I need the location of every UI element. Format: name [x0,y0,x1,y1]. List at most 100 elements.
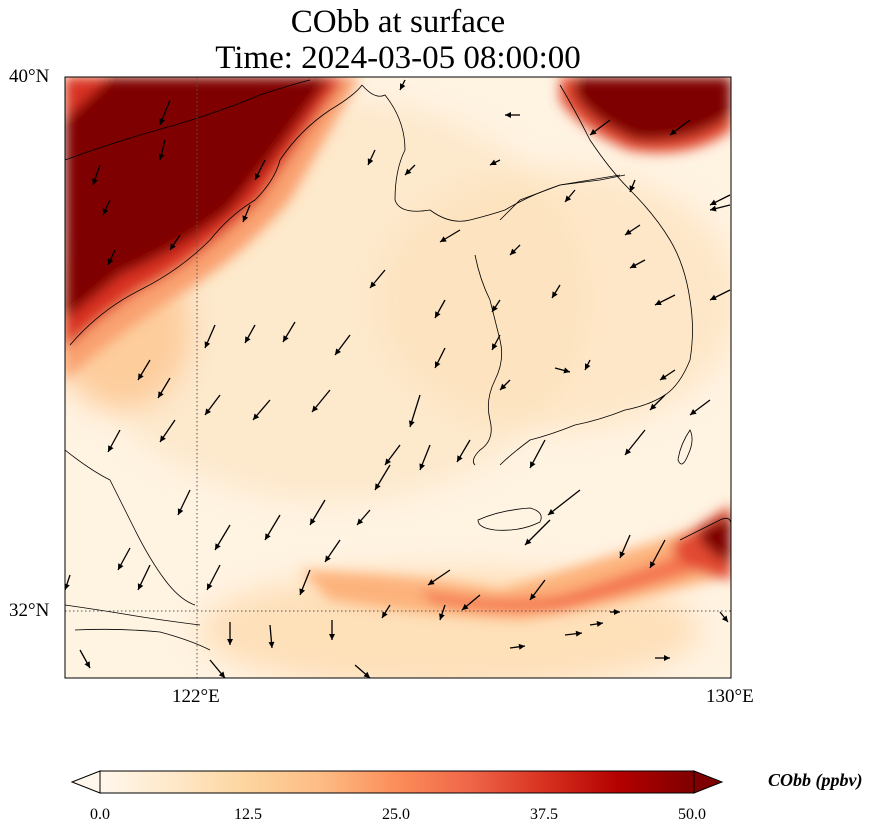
wind-arrow [547,489,581,516]
title-line-1: CObb at surface [290,4,506,40]
wind-arrow-head [204,341,211,348]
wind-arrow-head [565,195,572,202]
colorbar-tick-label: 37.5 [530,806,558,823]
wind-arrow-head [664,655,670,661]
wind-arrow-head [325,555,331,562]
wind-arrow-head [650,403,657,410]
wind-arrow-head [575,630,582,637]
wind-arrow-head [530,461,536,468]
wind-arrow-head [625,448,632,455]
wind-arrow-head [405,168,412,175]
wind-arrow-head [218,671,225,678]
wind-arrow-head [439,613,445,620]
wind-arrow-head [335,348,341,355]
wind-arrow-head [619,551,626,558]
wind-arrow-head [721,615,728,622]
wind-arrow-head [255,173,261,180]
wind-vectors [65,79,731,678]
wind-arrow-head [518,643,525,650]
wind-arrow-head [510,248,517,255]
wind-arrow-head [505,112,511,118]
wind-arrow-head [138,373,144,380]
wind-arrow-head [435,361,441,368]
wind-arrow-head [227,639,233,645]
colorbar-tick-label: 50.0 [678,806,706,823]
wind-arrow-head [630,262,637,268]
wind-arrow-head [253,413,260,420]
wind-arrow-head [710,294,717,300]
map-frame [64,76,732,679]
wind-arrow-head [614,609,620,615]
wind-arrow-head [525,538,532,545]
wind-arrow-head [590,129,597,135]
wind-arrow-head [118,563,124,570]
wind-arrow-head [530,593,536,600]
wind-arrow-head [428,579,435,585]
wind-arrow-head [596,620,603,627]
wind-arrow-head [159,118,166,125]
lon-tick-label: 130°E [706,686,754,707]
wind-arrow-head [462,603,469,610]
wind-arrow-head [500,383,507,390]
wind-arrow-head [625,229,632,235]
wind-arrow-head [585,363,591,370]
wind-arrow-head [552,291,558,298]
wind-arrow-head [160,435,166,442]
wind-arrow-head [299,588,306,595]
wind-arrow-head [367,158,374,165]
wind-arrow-head [690,409,697,415]
wind-arrow-head [158,391,164,398]
wind-arrow-head [312,405,319,412]
wind-arrow-head [170,243,176,250]
wind-arrow-head [108,445,114,452]
lat-tick-label: 32°N [9,600,50,621]
wind-arrow-head [107,258,114,265]
wind-arrow-head [329,634,335,640]
colorbar-tick-label: 0.0 [90,806,110,823]
wind-arrow-head [207,583,213,590]
wind-arrow-head [310,518,316,525]
colorbar [70,770,724,794]
wind-arrow-head [660,374,667,380]
wind-arrow-head [92,178,98,185]
wind-arrow-head [363,671,370,678]
wind-arrow-head [710,205,717,212]
wind-arrow-head [492,305,498,312]
wind-arrow-head [710,199,717,205]
wind-arrow-head [84,661,90,668]
wind-arrow-head [492,343,498,350]
wind-arrow-head [177,508,184,515]
wind-arrow-head [265,533,271,540]
wind-arrow-head [205,408,211,415]
gridlines [65,77,731,678]
wind-arrow-head [268,641,275,648]
wind-arrow-head [245,336,251,343]
wind-arrow-head [283,335,289,342]
title-line-2: Time: 2024-03-05 08:00:00 [215,40,581,76]
wind-arrow-head [215,543,221,550]
wind-arrow-head [357,518,364,525]
wind-arrow-head [457,455,463,462]
wind-arrow-head [102,208,109,215]
wind-arrow-head [655,299,662,305]
lat-tick-label: 40°N [9,66,50,87]
colorbar-label: CObb (ppbv) [768,770,863,790]
colorbar-tick-label: 12.5 [234,806,262,823]
wind-arrow-head [548,508,555,515]
coastlines [65,79,731,651]
colorbar-tick-label: 25.0 [382,806,410,823]
wind-arrow-head [382,611,388,618]
wind-arrow-head [158,153,165,160]
wind-arrow-head [370,281,377,288]
wind-arrow-head [137,583,144,590]
wind-arrow-head [490,159,497,165]
wind-arrow-head [242,215,249,222]
lon-tick-label: 122°E [172,686,220,707]
wind-arrow-head [650,561,656,568]
wind-arrow-head [65,583,70,590]
concentration-field [65,77,731,678]
wind-arrow-head [400,83,406,90]
wind-arrow-head [629,185,636,192]
wind-arrow-head [563,367,570,374]
